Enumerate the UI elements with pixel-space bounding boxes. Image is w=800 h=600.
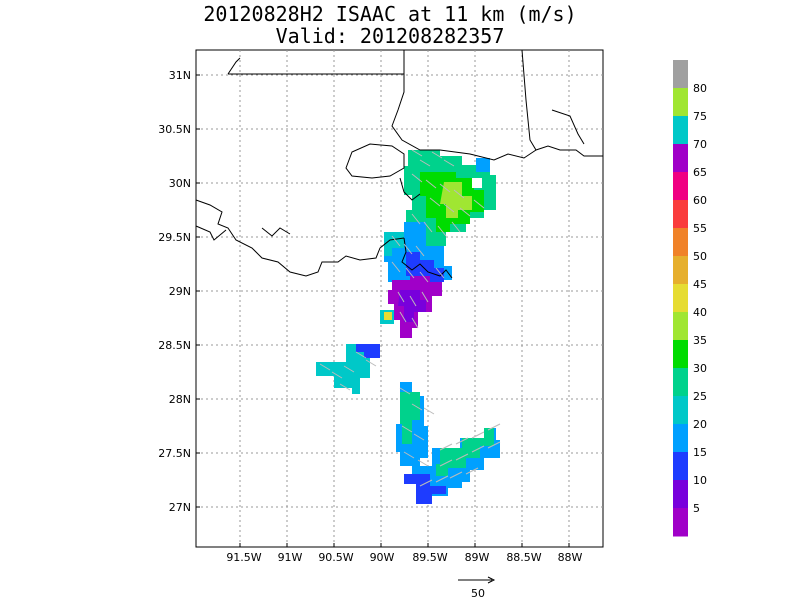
wind-region-lake-edge (476, 158, 490, 172)
wind-region-delta-core-deep (398, 290, 426, 322)
colorbar-swatch (673, 508, 688, 537)
colorbar-swatch (673, 368, 688, 397)
colorbar-swatch (673, 116, 688, 145)
colorbar-labels: 80 75 70 65 60 55 50 45 40 35 30 25 20 15 10 5 (693, 82, 707, 515)
vector-scale: 50 (458, 576, 496, 600)
colorbar-label: 75 (693, 110, 707, 123)
x-tick-label: 91.5W (226, 551, 261, 564)
colorbar-swatch (673, 144, 688, 173)
colorbar-label: 30 (693, 362, 707, 375)
colorbar (673, 60, 688, 537)
colorbar-label: 45 (693, 278, 707, 291)
colorbar-label: 20 (693, 418, 707, 431)
wind-region-delta-tip-inner (384, 312, 392, 320)
colorbar-label: 50 (693, 250, 707, 263)
colorbar-label: 5 (693, 502, 700, 515)
colorbar-swatch (673, 228, 688, 257)
colorbar-label: 25 (693, 390, 707, 403)
colorbar-swatch (673, 424, 688, 453)
y-tick-label: 29N (169, 285, 191, 298)
colorbar-label: 15 (693, 446, 707, 459)
colorbar-label: 55 (693, 222, 707, 235)
colorbar-swatch (673, 256, 688, 285)
wind-region-lake-hole (472, 178, 482, 188)
vector-scale-label: 50 (471, 587, 485, 600)
wind-region-offshore-east-green (436, 428, 494, 476)
colorbar-swatch (673, 200, 688, 229)
y-tick-label: 30.5N (158, 123, 191, 136)
colorbar-label: 10 (693, 474, 707, 487)
colorbar-swatch (673, 312, 688, 341)
x-tick-label: 91W (278, 551, 303, 564)
y-tick-label: 28.5N (158, 339, 191, 352)
colorbar-swatch (673, 480, 688, 509)
x-tick-label: 90W (370, 551, 395, 564)
x-tick-label: 89W (465, 551, 490, 564)
map-frame (195, 49, 604, 548)
x-tick-label: 88.5W (506, 551, 541, 564)
colorbar-label: 40 (693, 306, 707, 319)
wind-region-barataria-strong (384, 232, 404, 256)
colorbar-swatch (673, 88, 688, 117)
y-tick-label: 29.5N (158, 231, 191, 244)
y-tick-label: 30N (169, 177, 191, 190)
map-title: 20120828H2 ISAAC at 11 km (m/s) (203, 2, 577, 26)
wind-region-offshore-west-blue (356, 344, 380, 358)
colorbar-swatch (673, 396, 688, 425)
wind-vectors (319, 149, 501, 487)
colorbar-label: 80 (693, 82, 707, 95)
x-tick-label: 88W (558, 551, 583, 564)
colorbar-swatch (673, 172, 688, 201)
wind-regions (316, 150, 500, 504)
x-tick-label: 90.5W (318, 551, 353, 564)
colorbar-swatch (673, 452, 688, 481)
colorbar-swatch (673, 340, 688, 369)
y-tick-label: 31N (169, 69, 191, 82)
wind-region-offshore-south-green (400, 392, 420, 444)
colorbar-swatch (673, 60, 688, 89)
colorbar-swatch (673, 284, 688, 313)
wind-region-offshore-east-blue (404, 474, 446, 504)
colorbar-label: 60 (693, 194, 707, 207)
colorbar-label: 35 (693, 334, 707, 347)
y-tick-label: 27.5N (158, 447, 191, 460)
valid-time: Valid: 201208282357 (275, 24, 505, 48)
colorbar-label: 70 (693, 138, 707, 151)
x-tick-label: 89.5W (412, 551, 447, 564)
y-tick-label: 27N (169, 501, 191, 514)
y-tick-label: 28N (169, 393, 191, 406)
colorbar-label: 65 (693, 166, 707, 179)
tick-marks (196, 74, 570, 547)
